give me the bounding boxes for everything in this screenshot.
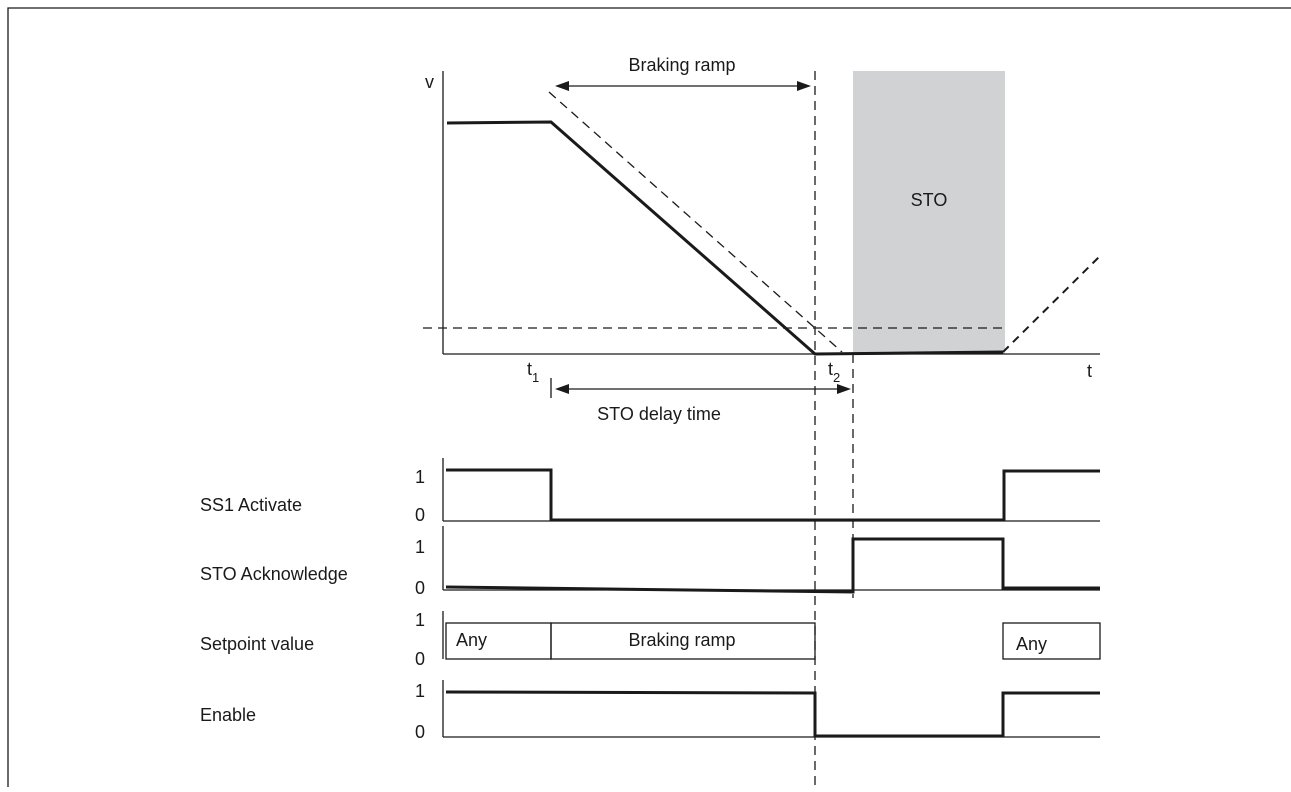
braking-ramp-arrow bbox=[555, 81, 811, 91]
level-low: 0 bbox=[415, 722, 425, 742]
sto-delay-arrow bbox=[555, 384, 851, 394]
signal-name: SS1 Activate bbox=[200, 495, 302, 515]
level-high: 1 bbox=[415, 681, 425, 701]
sto-delay-label: STO delay time bbox=[597, 404, 721, 424]
segment-label: Any bbox=[1016, 634, 1047, 654]
braking-ramp-label: Braking ramp bbox=[628, 55, 735, 75]
speed-curve bbox=[446, 120, 1004, 356]
signal-name: STO Acknowledge bbox=[200, 564, 348, 584]
waveform bbox=[445, 537, 1100, 594]
signal-ss1-activate: SS1 Activate 1 0 bbox=[200, 458, 1100, 525]
level-high: 1 bbox=[415, 610, 425, 630]
signal-enable: Enable 1 0 bbox=[200, 680, 1100, 742]
t1-label: t1 bbox=[527, 359, 539, 385]
segment-label: Braking ramp bbox=[628, 630, 735, 650]
signal-sto-acknowledge: STO Acknowledge 1 0 bbox=[200, 526, 1100, 598]
segment-box bbox=[1002, 622, 1101, 660]
sto-region bbox=[853, 71, 1005, 354]
monitoring-ramp-dashed bbox=[548, 91, 843, 353]
segment-box bbox=[550, 622, 816, 660]
segment-label: Any bbox=[456, 630, 487, 650]
waveform bbox=[446, 468, 1100, 522]
sto-region-label: STO bbox=[911, 190, 948, 210]
speed-restart-dashed bbox=[1002, 255, 1101, 353]
waveform bbox=[445, 690, 1100, 738]
level-high: 1 bbox=[415, 537, 425, 557]
level-low: 0 bbox=[415, 578, 425, 598]
signal-name: Enable bbox=[200, 705, 256, 725]
level-high: 1 bbox=[415, 467, 425, 487]
t-axis-label: t bbox=[1087, 361, 1092, 381]
v-axis-label: v bbox=[425, 72, 434, 92]
level-low: 0 bbox=[415, 505, 425, 525]
signal-setpoint-value: Setpoint value 1 0 Any Braking ramp Any bbox=[200, 610, 1101, 669]
frame-border bbox=[7, 7, 1291, 787]
level-low: 0 bbox=[415, 649, 425, 669]
t2-label: t2 bbox=[828, 359, 840, 385]
signal-name: Setpoint value bbox=[200, 634, 314, 654]
